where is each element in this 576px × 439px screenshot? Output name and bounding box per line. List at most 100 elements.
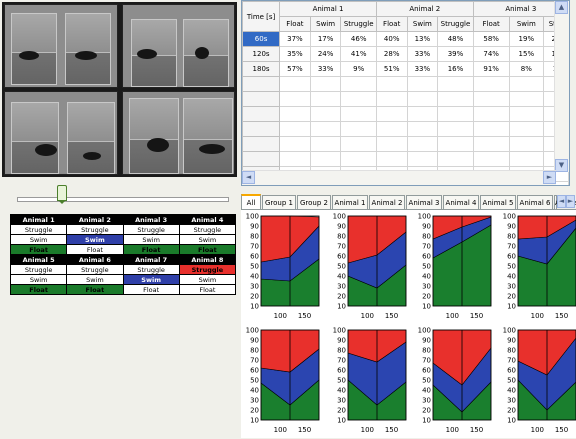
x-tick-label: 150 — [470, 312, 483, 320]
tab-all[interactable]: All — [241, 194, 261, 210]
behavior-area-chart: 10 20 30 40 50 60 70 80 90 100 100 150 — [333, 213, 407, 320]
tab-scroll-right-button[interactable]: ► — [566, 195, 575, 208]
scroll-down-button[interactable]: ▼ — [555, 159, 568, 172]
y-tick-label: 40 — [422, 387, 431, 395]
video-preview — [2, 2, 237, 177]
table-cell[interactable]: 40% — [375, 31, 408, 47]
table-cell[interactable]: 28% — [375, 46, 408, 62]
vertical-scrollbar[interactable]: ▲ ▼ — [554, 1, 569, 172]
y-tick-label: 60 — [422, 367, 431, 375]
table-cell[interactable]: 41% — [340, 46, 377, 62]
table-cell[interactable]: 16% — [437, 61, 474, 77]
table-cell[interactable]: 57% — [279, 61, 311, 77]
y-tick-label: 100 — [246, 327, 259, 335]
table-cell — [472, 106, 510, 122]
scroll-right-button[interactable]: ► — [543, 171, 556, 184]
animal-column-header[interactable]: Animal 2 — [375, 1, 474, 17]
y-tick-label: 90 — [422, 337, 431, 345]
table-cell[interactable]: 48% — [437, 31, 474, 47]
y-tick-label: 80 — [422, 347, 431, 355]
table-cell[interactable]: 37% — [279, 31, 311, 47]
table-cell[interactable]: 33% — [406, 46, 439, 62]
table-cell — [375, 106, 408, 122]
table-cell[interactable]: 33% — [406, 61, 439, 77]
tab-scroll-left-button[interactable]: ◄ — [557, 195, 566, 208]
tab-group-2[interactable]: Group 2 — [297, 195, 331, 209]
table-cell — [375, 136, 408, 152]
x-tick-label: 150 — [298, 426, 311, 434]
horizontal-scrollbar[interactable]: ◄ ► — [242, 170, 556, 185]
table-cell — [472, 121, 510, 137]
table-cell — [406, 151, 439, 167]
table-cell[interactable]: 19% — [508, 31, 545, 47]
x-tick-label: 100 — [446, 312, 459, 320]
table-cell[interactable]: 46% — [340, 31, 377, 47]
animal-header: Animal 4 — [178, 214, 237, 225]
state-column-header[interactable]: Swim — [406, 16, 439, 32]
state-column-header[interactable]: Float — [279, 16, 311, 32]
animal-column-header[interactable]: Animal 3 — [472, 1, 569, 17]
state-column-header[interactable]: Swim — [309, 16, 342, 32]
y-tick-label: 60 — [337, 253, 346, 261]
table-cell[interactable]: 13% — [406, 31, 439, 47]
table-cell[interactable]: 58% — [472, 31, 510, 47]
x-tick-label: 100 — [274, 426, 287, 434]
tab-animal-6[interactable]: Animal 6 — [517, 195, 553, 209]
empty-row — [242, 106, 569, 122]
state-cell: Swim — [122, 274, 180, 285]
y-tick-label: 60 — [507, 367, 516, 375]
y-tick-label: 50 — [507, 377, 516, 385]
y-tick-label: 60 — [337, 367, 346, 375]
table-cell[interactable]: 91% — [472, 61, 510, 77]
y-tick-label: 60 — [507, 253, 516, 261]
video-cell — [122, 91, 235, 175]
table-cell — [437, 76, 474, 92]
slider-track[interactable] — [17, 197, 229, 202]
state-column-header[interactable]: Struggle — [437, 16, 474, 32]
table-cell[interactable]: 33% — [309, 61, 342, 77]
y-tick-label: 50 — [337, 377, 346, 385]
state-column-header[interactable]: Float — [472, 16, 510, 32]
table-cell[interactable]: 35% — [279, 46, 311, 62]
plot-frame — [260, 215, 320, 307]
slider-thumb[interactable] — [57, 185, 67, 204]
y-tick-label: 30 — [507, 397, 516, 405]
x-tick-label: 100 — [446, 426, 459, 434]
state-column-header[interactable]: Struggle — [340, 16, 377, 32]
state-row: Swim Swim Swim Swim — [9, 234, 237, 245]
table-cell — [406, 106, 439, 122]
y-tick-label: 20 — [422, 293, 431, 301]
state-column-header[interactable]: Swim — [508, 16, 545, 32]
tab-animal-1[interactable]: Animal 1 — [332, 195, 368, 209]
state-cell: Struggle — [178, 224, 237, 235]
table-cell[interactable]: 39% — [437, 46, 474, 62]
tab-animal-2[interactable]: Animal 2 — [369, 195, 405, 209]
time-label-cell[interactable]: 180s — [242, 61, 281, 77]
time-label-cell[interactable]: 60s — [242, 31, 281, 47]
tab-animal-4[interactable]: Animal 4 — [443, 195, 479, 209]
scroll-left-button[interactable]: ◄ — [242, 171, 255, 184]
table-cell — [340, 91, 377, 107]
state-column-header[interactable]: Float — [375, 16, 408, 32]
animal-column-header[interactable]: Animal 1 — [279, 1, 377, 17]
table-cell — [508, 121, 545, 137]
time-slider[interactable] — [5, 185, 237, 205]
tab-animal-3[interactable]: Animal 3 — [406, 195, 442, 209]
scroll-up-button[interactable]: ▲ — [555, 1, 568, 14]
empty-row — [242, 136, 569, 152]
table-cell[interactable]: 15% — [508, 46, 545, 62]
table-cell[interactable]: 17% — [309, 31, 342, 47]
table-cell[interactable]: 51% — [375, 61, 408, 77]
tab-animal-5[interactable]: Animal 5 — [480, 195, 516, 209]
animal-header: Animal 8 — [178, 254, 237, 265]
table-cell[interactable]: 24% — [309, 46, 342, 62]
time-label-cell[interactable]: 120s — [242, 46, 281, 62]
table-cell[interactable]: 74% — [472, 46, 510, 62]
table-cell[interactable]: 9% — [340, 61, 377, 77]
tab-group-1[interactable]: Group 1 — [262, 195, 296, 209]
table-cell[interactable]: 8% — [508, 61, 545, 77]
y-tick-label: 30 — [422, 397, 431, 405]
